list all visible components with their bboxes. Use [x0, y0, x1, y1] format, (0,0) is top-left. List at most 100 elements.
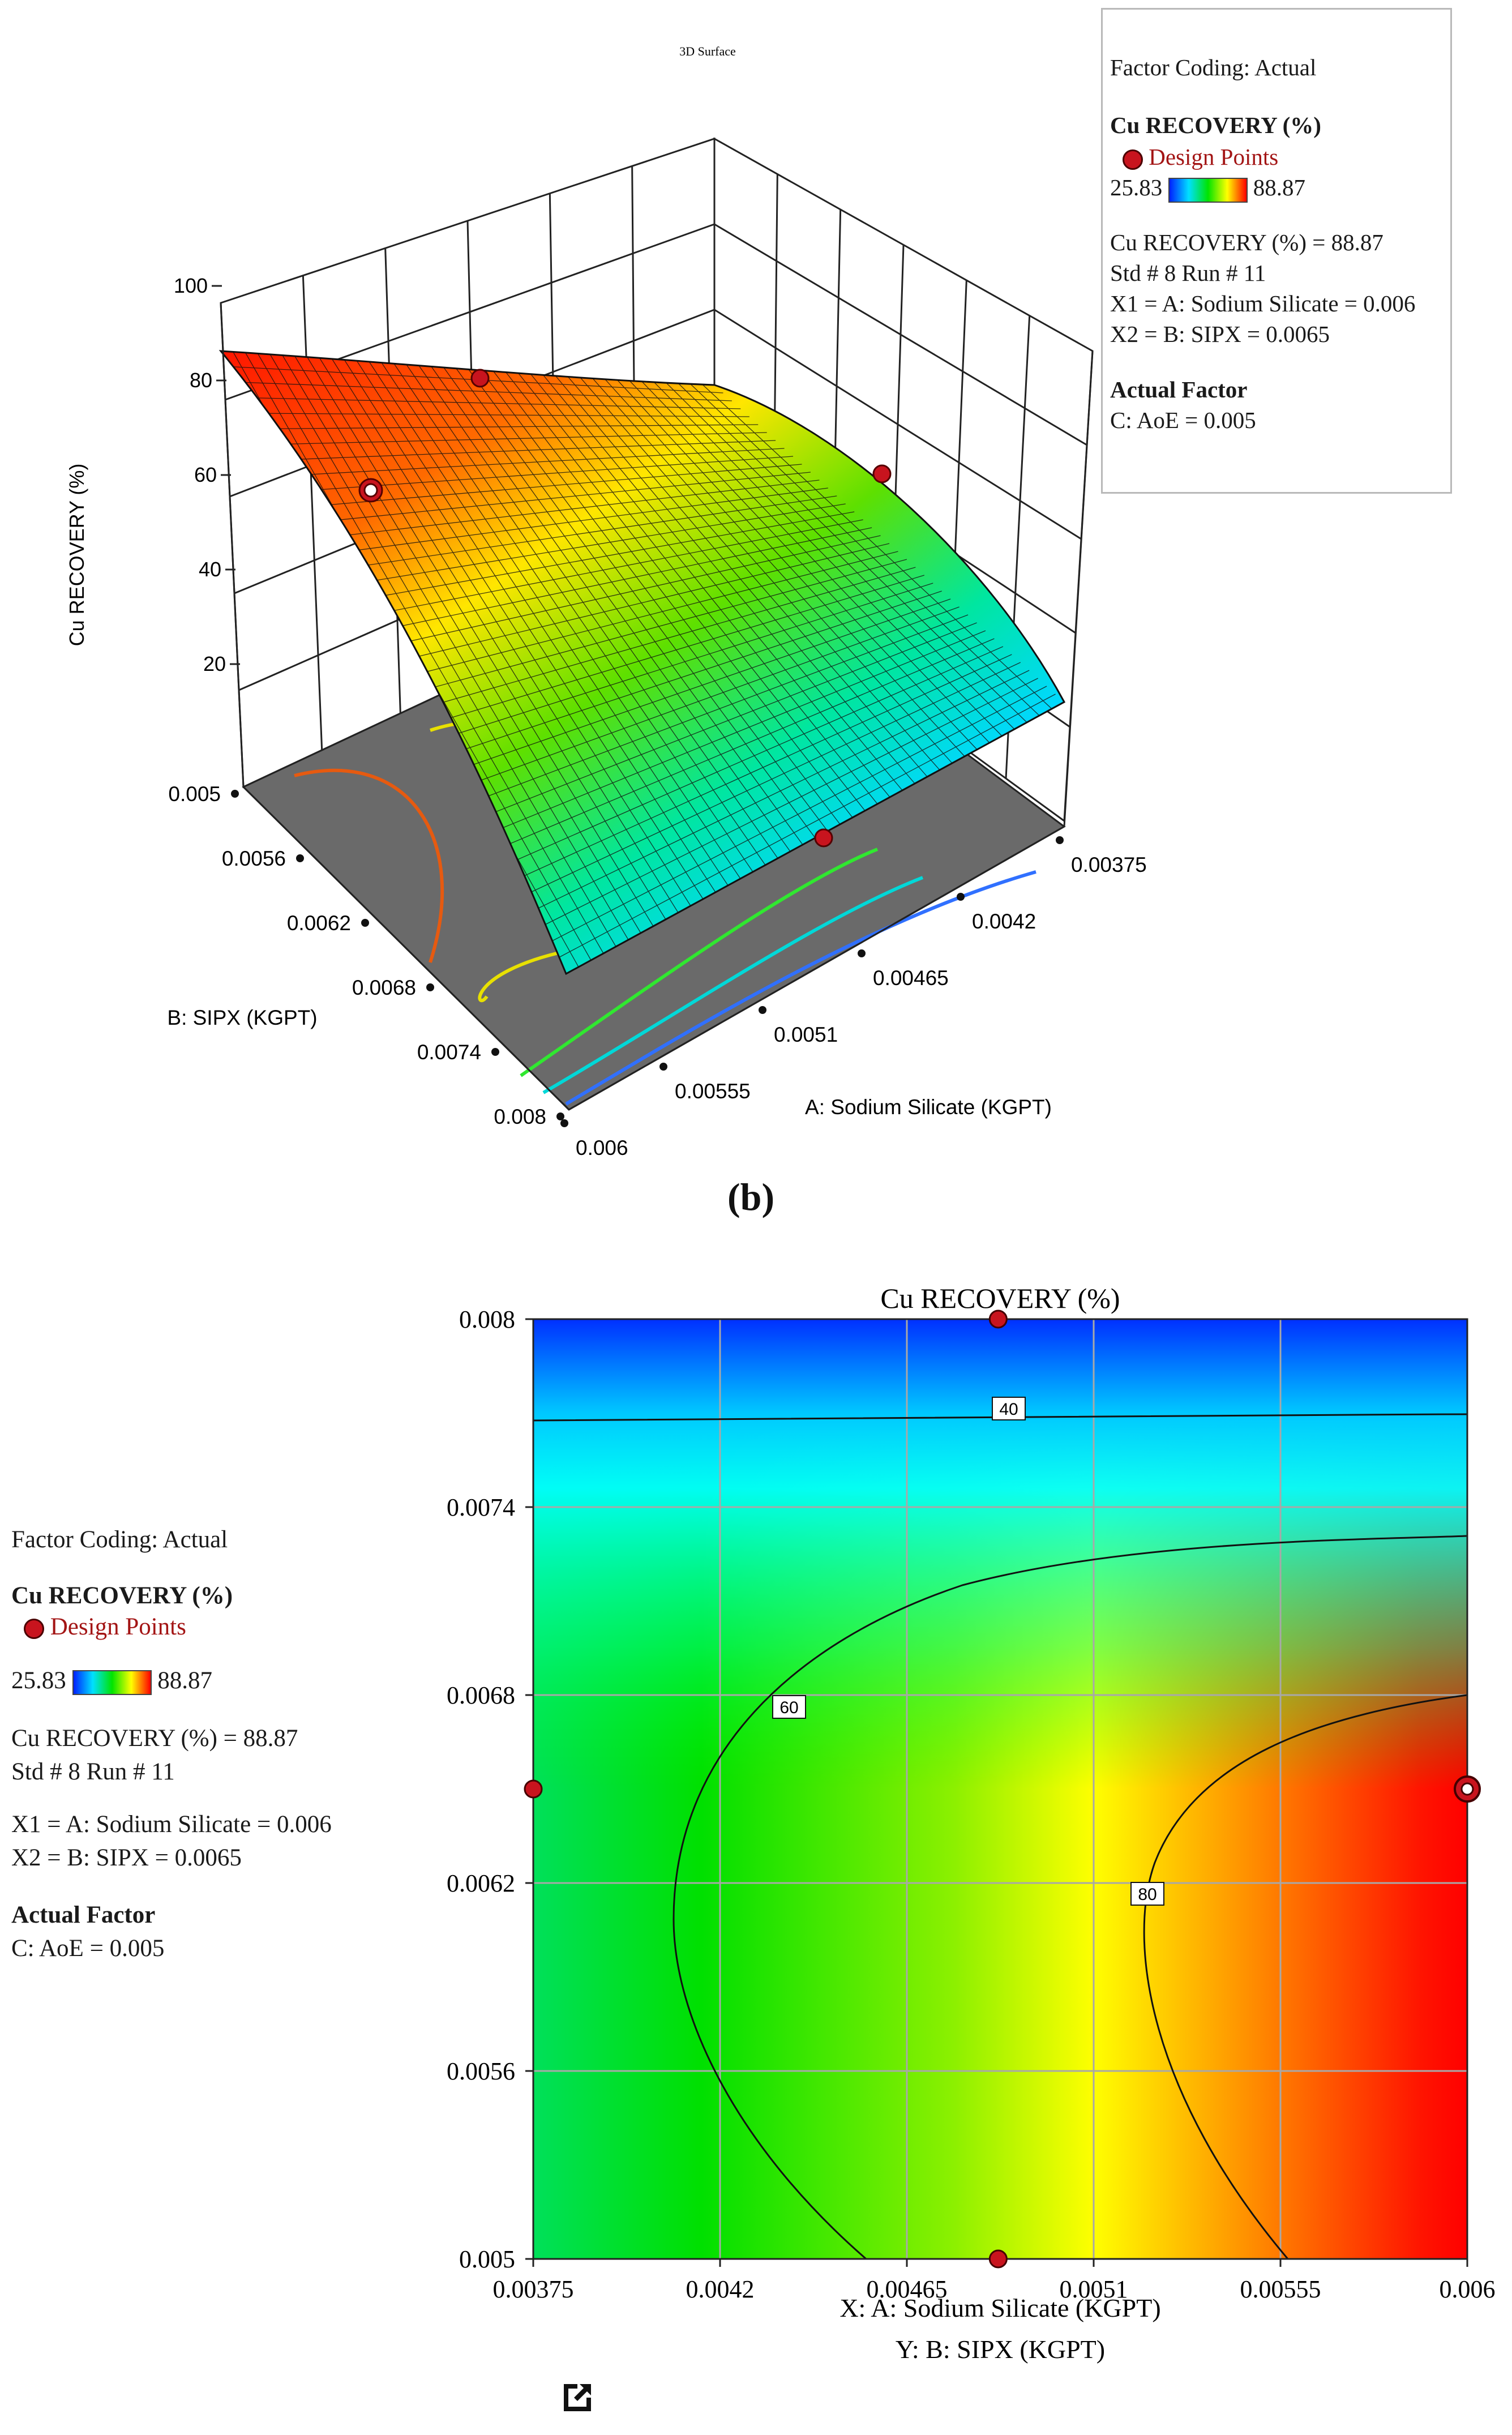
mesh-line	[445, 590, 942, 756]
silicate-tick	[759, 1006, 766, 1014]
design-points-legend: Design Points	[11, 1613, 332, 1641]
silicate-axis-ticks: 0.00375 0.0042 0.00465 0.0051 0.00555 0.006	[560, 836, 1147, 1159]
mesh-line	[488, 630, 986, 835]
response-surface	[219, 350, 1066, 975]
point-value: Cu RECOVERY (%) = 88.87	[1110, 229, 1383, 255]
contour-labels: 40 60 80	[772, 1397, 1164, 1906]
factor-coding: Factor Coding: Actual	[1110, 54, 1317, 80]
contour-title: Cu RECOVERY (%)	[880, 1282, 1120, 1314]
x1-value: X1 = A: Sodium Silicate = 0.006	[1110, 290, 1416, 316]
y-tick-label: 0.008	[459, 1306, 515, 1333]
z-tick-label: 60	[194, 463, 217, 486]
z-tick-label: 40	[199, 558, 221, 581]
mesh-line	[462, 606, 960, 788]
x-tick-label: 0.0051	[1060, 2275, 1128, 2303]
mesh-line	[393, 543, 890, 663]
mesh-line	[549, 686, 1047, 943]
sipx-tick-label: 0.005	[168, 782, 221, 806]
design-point-selected-ring	[363, 483, 378, 498]
mesh-line	[522, 662, 1021, 897]
factor-coding: Factor Coding: Actual	[11, 1526, 228, 1553]
silicate-tick-label: 0.0051	[774, 1023, 838, 1046]
x2-value: X2 = B: SIPX = 0.0065	[1110, 320, 1330, 347]
y-axis-ticks: 0.008 0.0074 0.0068 0.0062 0.0056 0.005	[447, 1306, 533, 2273]
y-tick-label: 0.0074	[447, 1493, 515, 1521]
mesh-line	[324, 480, 820, 538]
floor-contours	[294, 720, 1036, 1106]
sipx-tick-label: 0.008	[494, 1105, 546, 1128]
color-range: 25.83 88.87	[1110, 174, 1450, 203]
x1-value: X1 = A: Sodium Silicate = 0.006	[11, 1811, 332, 1838]
mesh-line	[453, 598, 951, 772]
wall-gridline	[714, 309, 1082, 540]
x-axis-label: X: A: Sodium Silicate (KGPT)	[839, 2293, 1160, 2322]
mesh-line	[471, 614, 969, 803]
response-name: Cu RECOVERY (%)	[1110, 112, 1321, 138]
panel-b-label: (b)	[727, 1175, 775, 1218]
design-point[interactable]	[872, 464, 892, 483]
mesh-line	[289, 448, 785, 476]
heatmap-overlay	[533, 1319, 1467, 2259]
z-tick-label: 100	[174, 274, 208, 297]
x-tick-label: 0.00465	[867, 2275, 948, 2303]
silicate-axis-label: A: Sodium Silicate (KGPT)	[805, 1095, 1052, 1119]
design-point[interactable]	[470, 369, 490, 388]
design-points-2d	[524, 1309, 1481, 2269]
z-axis-ticks: 100 80 60 40 20	[174, 274, 240, 675]
surface-mesh	[229, 352, 1056, 968]
design-point[interactable]	[988, 1309, 1008, 1329]
mesh-line	[427, 575, 924, 725]
sipx-tick	[556, 1112, 564, 1120]
design-point[interactable]	[988, 2249, 1008, 2269]
design-points-legend: Design Points	[1110, 143, 1450, 170]
silicate-tick-label: 0.00465	[873, 966, 949, 990]
x-tick-label: 0.00375	[493, 2275, 574, 2303]
sipx-tick	[296, 854, 304, 862]
silicate-tick	[1056, 836, 1064, 844]
y-tick-label: 0.0062	[447, 1869, 515, 1897]
y-axis-label: Y: B: SIPX (KGPT)	[896, 2335, 1105, 2364]
mesh-line	[402, 551, 898, 679]
contour-label-60: 60	[779, 1698, 798, 1717]
mesh-line	[358, 511, 855, 601]
mesh-line	[272, 432, 767, 445]
x-tick-label: 0.00555	[1240, 2275, 1321, 2303]
sipx-tick-label: 0.0068	[352, 976, 416, 999]
wall-gridline	[714, 223, 1087, 446]
mesh-line	[264, 424, 759, 430]
actual-factor-heading: Actual Factor	[1110, 376, 1248, 403]
mesh-line	[531, 670, 1030, 912]
contour-label-40: 40	[999, 1400, 1018, 1419]
aoe-value: C: AoE = 0.005	[11, 1935, 165, 1962]
x-tick-label: 0.006	[1440, 2275, 1496, 2303]
design-point-icon	[1123, 149, 1143, 170]
design-point[interactable]	[814, 828, 833, 848]
mesh-line	[350, 503, 846, 585]
design-point-icon	[24, 1619, 44, 1640]
open-external-icon[interactable]	[560, 2381, 594, 2415]
mesh-line	[255, 413, 749, 417]
silicate-tick	[659, 1063, 667, 1071]
sipx-tick	[426, 983, 434, 991]
point-value: Cu RECOVERY (%) = 88.87	[11, 1725, 298, 1752]
color-range: 25.83 88.87	[11, 1667, 332, 1696]
silicate-tick-label: 0.00375	[1071, 853, 1147, 876]
mesh-line	[376, 527, 872, 632]
z-tick-label: 20	[203, 652, 226, 675]
contour-plot-area: 40 60 80	[524, 1309, 1481, 2269]
sipx-axis-ticks: 0.005 0.0056 0.0062 0.0068 0.0074 0.008	[168, 782, 564, 1128]
sipx-tick	[231, 790, 239, 798]
silicate-tick	[560, 1119, 568, 1127]
x-axis-ticks: 0.00375 0.0042 0.00465 0.0051 0.00555 0.006	[493, 2259, 1496, 2303]
z-tick-label: 80	[190, 369, 212, 392]
contour-label-80: 80	[1138, 1885, 1157, 1904]
mesh-line	[557, 694, 1056, 959]
design-point[interactable]	[524, 1779, 543, 1799]
legend-panel-bottom: Factor Coding: Actual Cu RECOVERY (%) De…	[11, 1526, 332, 1962]
mesh-line	[410, 559, 907, 694]
sipx-tick	[361, 919, 369, 927]
silicate-tick-label: 0.00555	[675, 1080, 751, 1103]
actual-factor-heading: Actual Factor	[11, 1902, 156, 1929]
y-tick-label: 0.0068	[447, 1681, 515, 1709]
mesh-line	[496, 638, 995, 850]
